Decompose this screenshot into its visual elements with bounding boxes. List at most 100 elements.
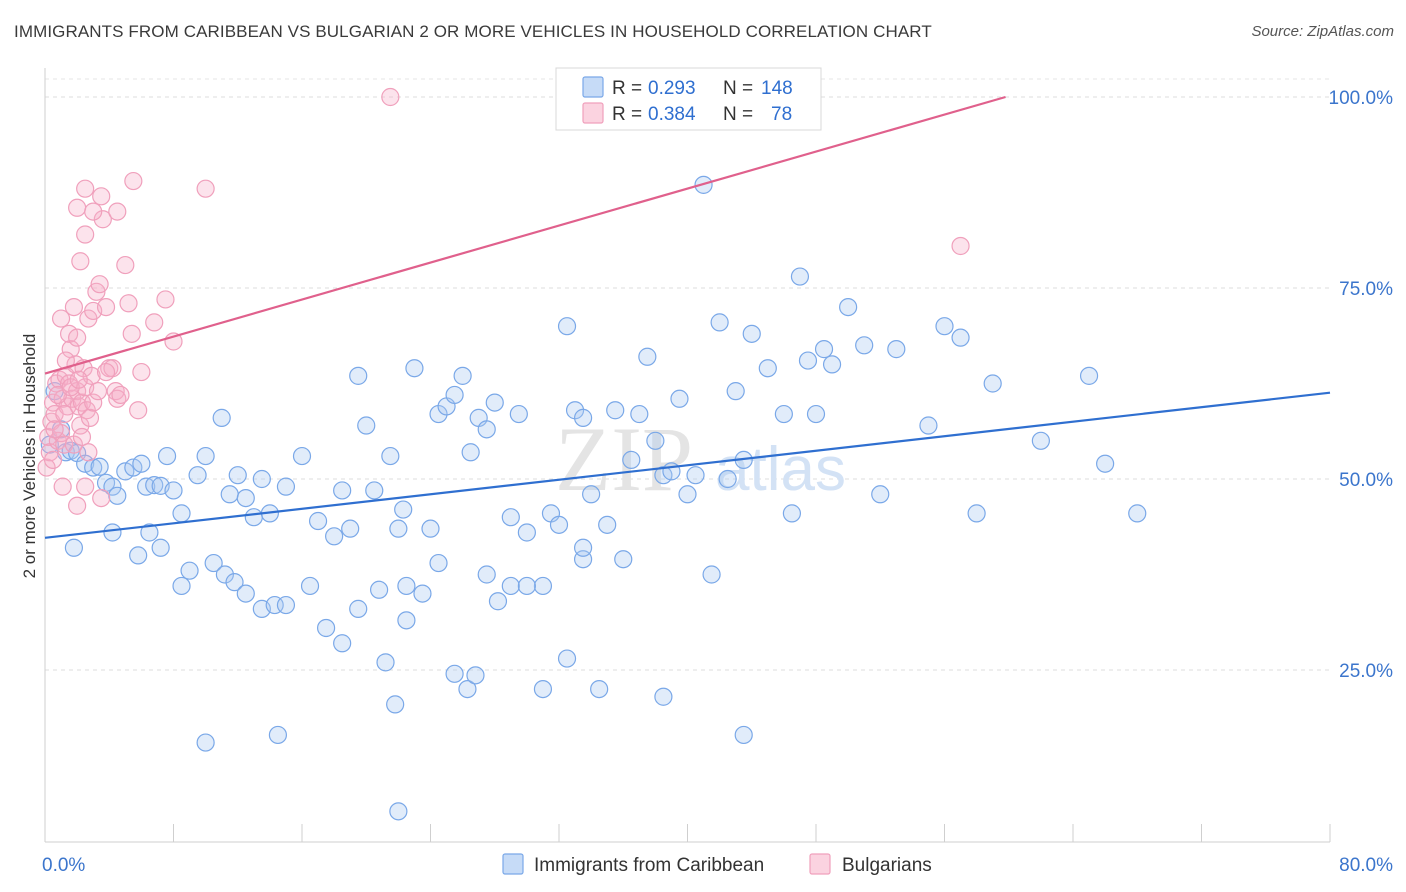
legend-n-value-1: 148	[761, 78, 793, 99]
point-caribbean	[225, 573, 244, 592]
point-caribbean	[758, 359, 777, 378]
chart-title: IMMIGRANTS FROM CARIBBEAN VS BULGARIAN 2…	[14, 22, 932, 41]
point-caribbean	[349, 366, 368, 385]
point-caribbean	[252, 469, 271, 489]
x-tick-label-max: 80.0%	[1339, 855, 1393, 876]
point-caribbean	[90, 457, 109, 476]
point-caribbean	[357, 416, 376, 435]
point-caribbean	[646, 431, 665, 450]
legend-r-label-1: R =	[612, 78, 642, 99]
axes	[44, 68, 1331, 843]
x-tick-label-min: 0.0%	[42, 855, 85, 876]
point-bulgarians	[108, 202, 127, 221]
point-caribbean	[386, 695, 405, 714]
point-caribbean	[108, 486, 127, 505]
point-bulgarians	[96, 298, 116, 317]
point-bulgarians	[122, 324, 141, 343]
point-caribbean	[381, 446, 400, 466]
point-caribbean	[622, 450, 641, 469]
watermark-atlas: atlas	[715, 435, 846, 504]
point-caribbean	[172, 576, 191, 596]
point-caribbean	[188, 466, 207, 485]
point-caribbean	[316, 618, 336, 638]
point-bulgarians	[76, 477, 95, 496]
point-caribbean	[325, 527, 344, 546]
point-caribbean	[614, 550, 633, 569]
point-caribbean	[951, 328, 970, 347]
point-caribbean	[1128, 504, 1147, 523]
point-caribbean	[196, 733, 215, 752]
legend-n-label-1: N =	[723, 78, 753, 99]
point-caribbean	[236, 489, 255, 508]
point-caribbean	[236, 584, 255, 603]
point-caribbean	[300, 576, 320, 596]
point-bulgarians	[71, 416, 90, 435]
x-tick-labels: 0.0% 80.0%	[42, 855, 1393, 876]
point-caribbean	[333, 634, 352, 653]
point-caribbean	[887, 340, 906, 359]
y-tick-label: 75.0%	[1339, 279, 1393, 300]
point-bulgarians	[68, 496, 87, 515]
y-tick-label: 25.0%	[1339, 661, 1393, 682]
legend-n-value-2: 78	[771, 104, 792, 125]
point-caribbean	[814, 340, 834, 359]
point-bulgarians	[93, 210, 112, 229]
point-caribbean	[509, 404, 528, 424]
point-caribbean	[333, 481, 352, 500]
point-bulgarians	[80, 408, 100, 427]
point-bulgarians	[145, 313, 164, 332]
legend-n-label-2: N =	[723, 104, 753, 125]
point-caribbean	[215, 565, 234, 584]
point-caribbean	[413, 584, 432, 603]
y-tick-labels: 25.0% 50.0% 75.0% 100.0%	[1329, 88, 1394, 682]
legend-series-caribbean: Immigrants from Caribbean	[534, 855, 764, 876]
point-caribbean	[654, 687, 673, 706]
point-bulgarians	[84, 393, 103, 412]
point-caribbean	[517, 576, 536, 596]
y-axis-title: 2 or more Vehicles in Household	[20, 334, 39, 579]
point-caribbean	[590, 679, 609, 699]
point-bulgarians	[84, 202, 103, 221]
point-caribbean	[151, 538, 170, 557]
point-bulgarians	[92, 489, 111, 508]
point-caribbean	[734, 725, 753, 745]
point-caribbean	[244, 508, 263, 527]
point-caribbean	[638, 347, 657, 366]
point-caribbean	[582, 485, 601, 504]
legend-r-label-2: R =	[612, 104, 642, 125]
point-bulgarians	[37, 458, 56, 477]
point-bulgarians	[76, 225, 95, 244]
point-caribbean	[157, 446, 177, 466]
point-bulgarians	[96, 362, 116, 382]
point-bulgarians	[43, 450, 63, 469]
legend-r-value-1: 0.293	[648, 78, 696, 99]
point-caribbean	[718, 469, 737, 489]
trend-lines	[44, 95, 1331, 539]
point-caribbean	[533, 679, 553, 699]
point-caribbean	[308, 511, 328, 531]
point-caribbean	[774, 404, 793, 424]
point-caribbean	[533, 576, 553, 596]
legend-swatch-caribbean-bottom	[502, 853, 524, 875]
point-caribbean	[466, 666, 485, 685]
point-caribbean	[389, 519, 408, 538]
point-caribbean	[421, 519, 440, 538]
point-bulgarians	[56, 351, 75, 370]
point-caribbean	[726, 382, 745, 401]
point-caribbean	[145, 476, 164, 495]
point-caribbean	[397, 576, 416, 596]
point-caribbean	[180, 561, 199, 580]
point-caribbean	[549, 515, 569, 534]
point-caribbean	[670, 389, 689, 408]
point-bulgarians	[68, 198, 87, 217]
point-caribbean	[1031, 431, 1050, 450]
point-caribbean	[855, 336, 874, 355]
point-caribbean	[212, 408, 231, 427]
point-bulgarians	[119, 294, 138, 313]
point-bulgarians	[196, 179, 215, 198]
legend-r-value-2: 0.384	[648, 104, 696, 125]
point-caribbean	[64, 538, 84, 557]
point-bulgarians	[51, 309, 71, 328]
point-caribbean	[394, 500, 413, 519]
point-caribbean	[686, 466, 705, 485]
